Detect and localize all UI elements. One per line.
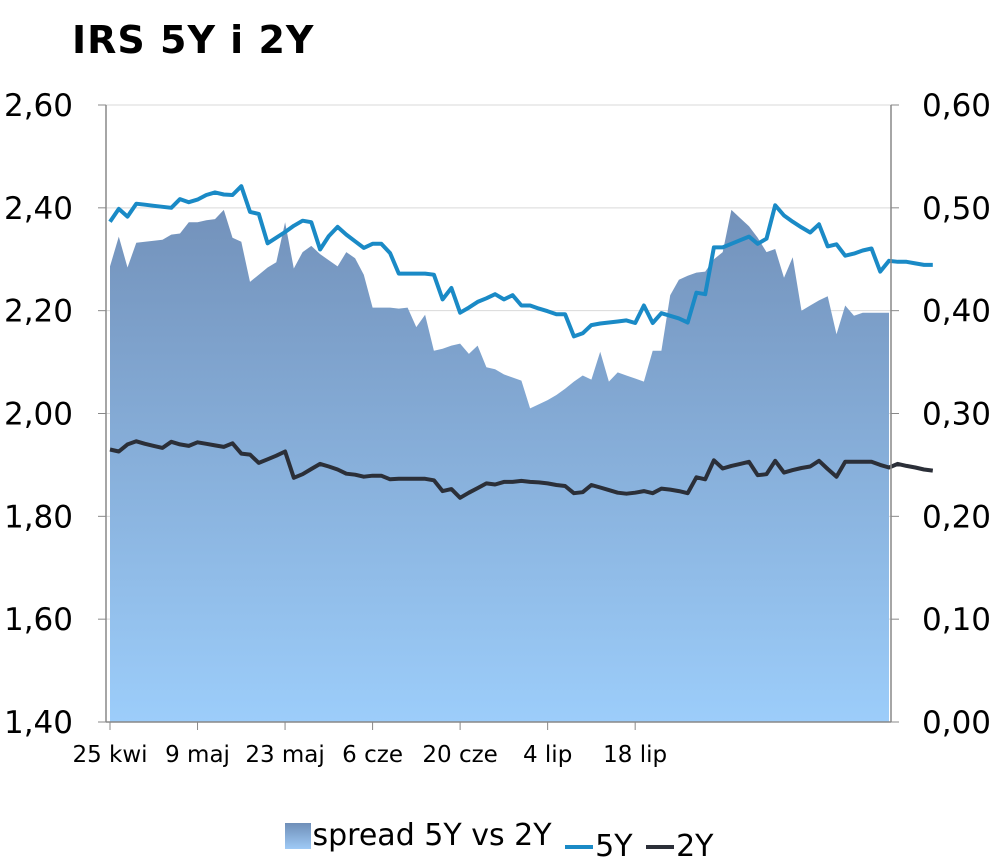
x-tick-label: 23 maj bbox=[245, 742, 324, 768]
y-right-tick-label: 0,10 bbox=[922, 602, 991, 638]
legend-label-2y: 2Y bbox=[676, 829, 714, 864]
y-right-tick-label: 0,00 bbox=[922, 705, 991, 741]
x-tick-label: 4 lip bbox=[523, 742, 572, 768]
legend-item-spread: spread 5Y vs 2Y bbox=[284, 818, 552, 853]
legend-label-spread: spread 5Y vs 2Y bbox=[312, 818, 552, 853]
y-left-tick-label: 2,40 bbox=[4, 191, 73, 227]
legend-swatch-spread bbox=[284, 822, 311, 849]
y-right-tick-label: 0,60 bbox=[922, 88, 991, 124]
x-tick-label: 9 maj bbox=[165, 742, 230, 768]
y-left-tick-label: 2,60 bbox=[4, 88, 73, 124]
x-tick-label: 25 kwi bbox=[72, 742, 147, 768]
series-5y-line bbox=[108, 184, 933, 339]
axes bbox=[98, 104, 899, 730]
x-tick-label: 6 cze bbox=[342, 742, 403, 768]
tick-labels: 1,40 0,00 1,60 0,10 1,80 0,20 2,00 0,30 2,20 0,40… bbox=[4, 88, 991, 768]
chart-title: IRS 5Y i 2Y bbox=[72, 18, 315, 62]
legend: spread 5Y vs 2Y 5Y 2Y bbox=[0, 818, 998, 864]
y-right-tick-label: 0,40 bbox=[922, 294, 991, 330]
y-right-tick-label: 0,50 bbox=[922, 191, 991, 227]
y-left-tick-label: 2,20 bbox=[4, 294, 73, 330]
legend-item-2y: 2Y bbox=[646, 829, 714, 864]
y-left-tick-label: 1,60 bbox=[4, 602, 73, 638]
y-right-tick-label: 0,20 bbox=[922, 499, 991, 535]
y-left-tick-label: 1,80 bbox=[4, 499, 73, 535]
y-right-tick-label: 0,30 bbox=[922, 397, 991, 433]
legend-label-5y: 5Y bbox=[595, 829, 633, 864]
x-tick-label: 18 lip bbox=[603, 742, 667, 768]
y-left-tick-label: 1,40 bbox=[4, 705, 73, 741]
lines-layer bbox=[108, 184, 934, 500]
series-2y-line bbox=[109, 439, 934, 500]
spread-area-layer bbox=[110, 209, 889, 722]
y-left-tick-label: 2,00 bbox=[4, 397, 73, 433]
series-spread-area bbox=[110, 209, 889, 722]
legend-item-5y: 5Y bbox=[565, 829, 633, 864]
legend-swatch-2y bbox=[646, 844, 675, 849]
legend-swatch-5y bbox=[565, 844, 594, 849]
x-tick-label: 20 cze bbox=[422, 742, 497, 768]
chart-svg: 1,40 0,00 1,60 0,10 1,80 0,20 2,00 0,30 2,20 0,40… bbox=[4, 88, 991, 768]
